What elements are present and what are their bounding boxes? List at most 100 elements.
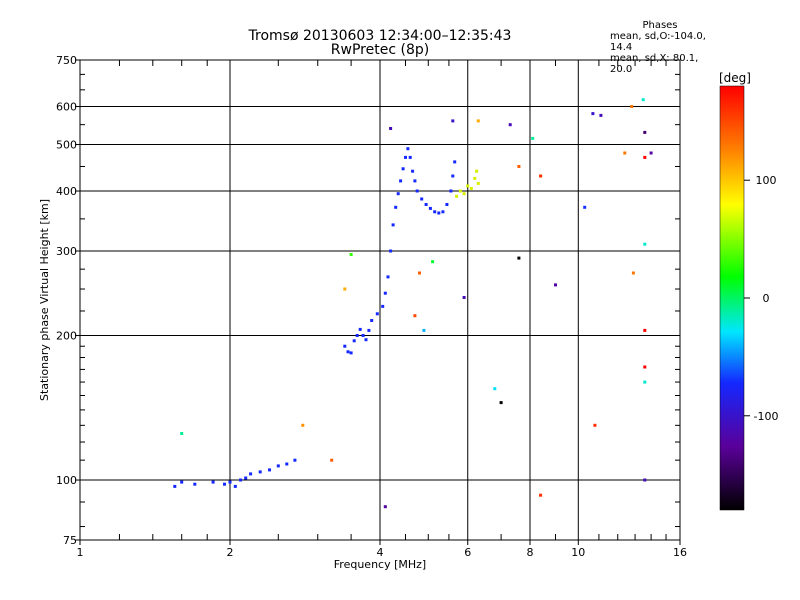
data-point-0-29 — [389, 249, 393, 253]
data-point-0-16 — [346, 350, 350, 354]
data-point-0-1 — [180, 480, 184, 484]
data-point-0-17 — [349, 351, 353, 355]
data-point-2-37 — [643, 478, 647, 482]
data-point-2-9 — [422, 328, 426, 332]
data-point-2-22 — [554, 283, 557, 287]
data-point-0-11 — [268, 468, 271, 472]
x-tick-label: 8 — [527, 546, 534, 559]
y-tick-label: 75 — [63, 534, 77, 547]
data-point-1-2 — [462, 192, 466, 196]
data-point-0-35 — [404, 155, 407, 159]
data-point-0-41 — [420, 197, 424, 201]
data-point-2-20 — [539, 493, 543, 497]
x-tick-label: 16 — [673, 546, 687, 559]
data-point-2-31 — [643, 130, 647, 134]
data-point-0-31 — [394, 205, 398, 209]
data-point-2-30 — [641, 98, 645, 102]
data-point-2-24 — [591, 112, 595, 116]
data-point-2-19 — [531, 136, 535, 140]
y-tick-label: 500 — [56, 139, 77, 152]
data-point-2-28 — [630, 105, 634, 108]
phase-stats-title: Phases — [642, 20, 678, 31]
data-point-2-14 — [493, 387, 497, 391]
data-point-0-12 — [276, 464, 280, 468]
data-point-0-19 — [355, 334, 359, 337]
data-point-0-21 — [361, 334, 365, 337]
data-point-2-25 — [593, 423, 597, 427]
data-point-0-30 — [391, 223, 395, 227]
data-point-0-25 — [375, 312, 379, 316]
phase-stats: Phases mean, sd,O:-104.0, 14.4 mean, sd,… — [610, 20, 710, 75]
data-point-2-18 — [517, 165, 521, 168]
data-point-0-37 — [408, 155, 412, 159]
data-point-0-24 — [370, 319, 374, 322]
data-point-2-35 — [643, 365, 647, 369]
data-point-0-4 — [223, 482, 226, 486]
data-point-2-2 — [330, 458, 334, 462]
data-point-0-36 — [406, 147, 410, 151]
data-point-0-47 — [445, 203, 449, 206]
data-point-2-16 — [508, 123, 512, 127]
chart-title-line2: RwPretec (8p) — [330, 42, 430, 58]
x-axis: 1 2 4 6 8 10 16 — [77, 60, 687, 559]
data-point-0-40 — [415, 189, 419, 193]
data-point-1-7 — [476, 181, 480, 185]
data-point-0-34 — [401, 167, 405, 171]
data-point-2-32 — [643, 155, 647, 159]
data-point-0-48 — [449, 189, 453, 193]
y-axis: 75 100 200 300 400 500 600 750 — [56, 54, 680, 547]
data-point-2-4 — [349, 253, 353, 256]
colorbar-ticks: 100 0 -100 — [744, 174, 778, 423]
data-point-2-29 — [631, 271, 635, 275]
data-point-1-1 — [458, 189, 462, 193]
x-axis-label: Frequency [MHz] — [334, 558, 426, 571]
data-point-2-12 — [462, 296, 466, 299]
chart-title-line1: Tromsø 20130603 12:34:00–12:35:43 — [248, 28, 512, 44]
data-point-2-23 — [583, 205, 587, 209]
data-point-0-9 — [249, 472, 253, 476]
data-point-0-42 — [424, 203, 428, 206]
data-point-2-15 — [499, 401, 503, 405]
data-point-0-22 — [364, 338, 368, 342]
data-point-1-5 — [473, 176, 477, 180]
colorbar-tick-label: -100 — [754, 410, 779, 423]
data-point-0-8 — [244, 476, 248, 480]
data-point-0-2 — [193, 482, 197, 486]
data-point-0-46 — [441, 210, 445, 214]
colorbar — [719, 85, 745, 511]
y-tick-label: 200 — [56, 330, 77, 343]
x-tick-label: 1 — [77, 546, 84, 559]
data-point-2-26 — [599, 113, 603, 117]
data-point-0-33 — [399, 179, 403, 183]
y-tick-label: 300 — [56, 245, 77, 258]
colorbar-tick-label: 100 — [756, 174, 777, 187]
data-point-2-3 — [343, 287, 347, 291]
x-tick-label: 10 — [571, 546, 585, 559]
data-point-0-27 — [383, 291, 387, 295]
data-point-0-7 — [239, 478, 243, 482]
data-point-0-45 — [437, 211, 441, 215]
data-point-2-0 — [180, 432, 184, 435]
data-point-2-11 — [451, 119, 455, 123]
data-point-0-43 — [428, 206, 432, 210]
data-point-0-13 — [285, 462, 289, 466]
grid-lines — [80, 60, 680, 540]
y-tick-label: 750 — [56, 54, 77, 67]
data-point-0-6 — [233, 484, 237, 488]
data-point-2-5 — [383, 505, 387, 509]
data-point-2-33 — [643, 242, 647, 246]
data-point-0-5 — [228, 480, 232, 484]
y-tick-label: 100 — [56, 474, 77, 487]
data-point-2-36 — [643, 380, 647, 384]
data-point-2-6 — [389, 127, 393, 130]
data-point-0-20 — [358, 327, 362, 331]
x-tick-label: 6 — [464, 546, 471, 559]
data-point-0-50 — [453, 160, 457, 164]
y-axis-label: Stationary phase Virtual Height [km] — [38, 199, 51, 401]
data-point-2-13 — [476, 119, 480, 123]
data-point-0-14 — [293, 458, 297, 462]
data-point-0-26 — [381, 304, 385, 308]
data-point-2-7 — [413, 314, 417, 318]
data-point-2-34 — [643, 328, 647, 332]
